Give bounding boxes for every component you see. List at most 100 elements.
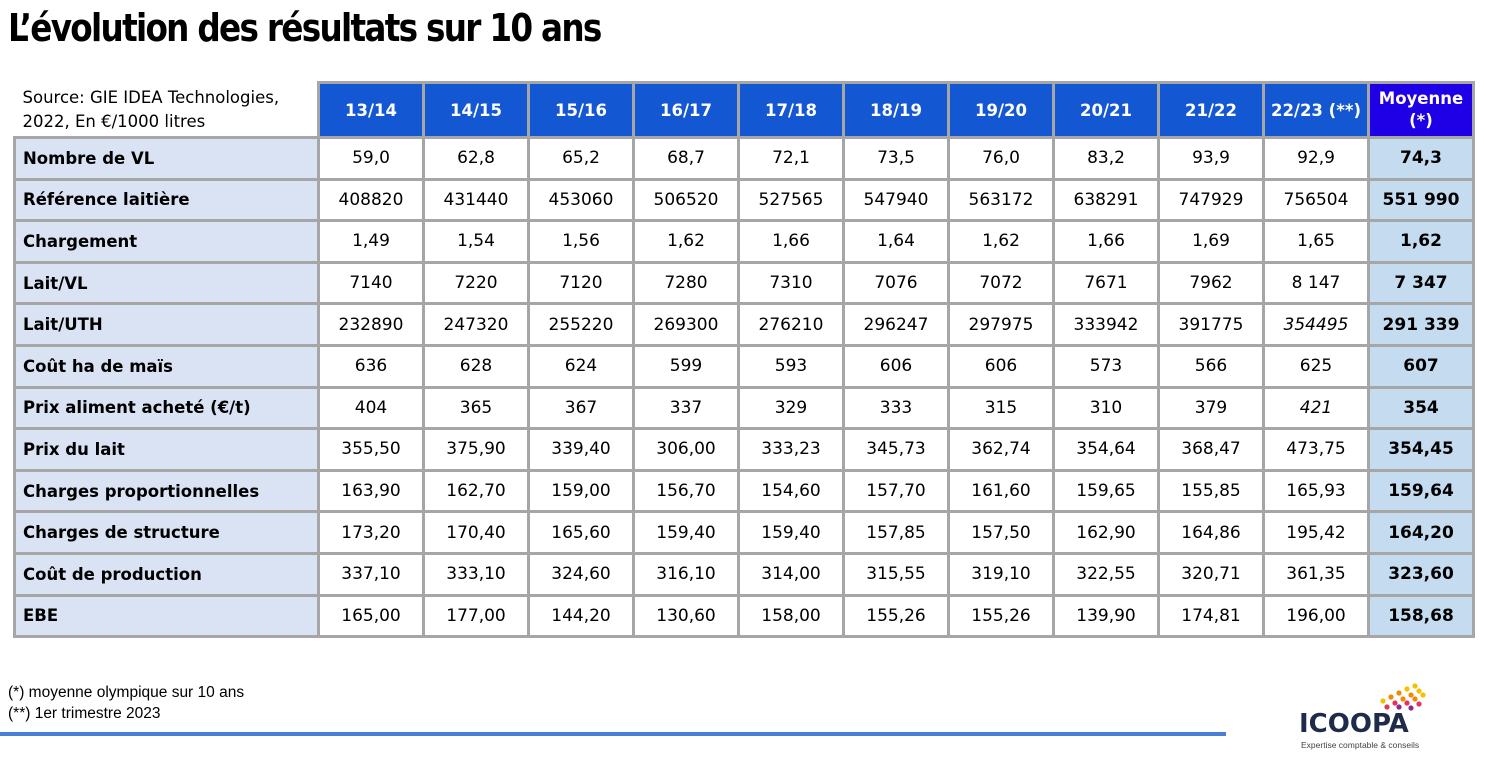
value-cell: 196,00 — [1262, 593, 1370, 639]
value-cell: 72,1 — [737, 136, 845, 181]
logo-dot — [1408, 692, 1414, 698]
value-cell: 155,26 — [947, 593, 1055, 639]
value-cell: 319,10 — [947, 551, 1055, 597]
table-row: Lait/UTH 232890 247320 255220 269300 276210 29… — [13, 302, 1475, 347]
value-cell: 314,00 — [737, 551, 845, 597]
value-cell: 161,60 — [947, 468, 1055, 514]
value-cell: 83,2 — [1052, 136, 1160, 181]
value-cell: 337,10 — [317, 551, 425, 597]
average-cell: 159,64 — [1367, 468, 1475, 514]
value-cell: 255220 — [527, 302, 635, 347]
value-cell: 130,60 — [632, 593, 740, 639]
logo-dot — [1380, 698, 1386, 704]
logo-dot — [1404, 686, 1410, 692]
footnote-average: (*) moyenne olympique sur 10 ans — [8, 684, 245, 701]
value-cell: 306,00 — [632, 427, 740, 472]
row-label: Prix du lait — [13, 427, 320, 472]
footer-divider — [0, 732, 1226, 736]
row-label: Coût ha de maïs — [13, 343, 320, 389]
year-header: 22/23 (**) — [1262, 81, 1370, 139]
value-cell: 354,64 — [1052, 427, 1160, 472]
year-header: 19/20 — [947, 81, 1055, 139]
table-row: Lait/VL 7140 7220 7120 7280 7310 7076 7072 7671 7… — [13, 260, 1475, 306]
value-cell: 379 — [1157, 385, 1265, 431]
value-cell: 232890 — [317, 302, 425, 347]
average-cell: 354 — [1367, 385, 1475, 431]
value-cell: 157,85 — [842, 510, 950, 555]
value-cell: 333,10 — [422, 551, 530, 597]
logo-dot — [1412, 683, 1418, 689]
value-cell: 1,65 — [1262, 219, 1370, 264]
value-cell: 322,55 — [1052, 551, 1160, 597]
value-cell: 1,56 — [527, 219, 635, 264]
value-cell: 1,62 — [947, 219, 1055, 264]
logo-dot — [1388, 694, 1394, 700]
logo-dot — [1412, 696, 1418, 702]
value-cell: 139,90 — [1052, 593, 1160, 639]
value-cell: 157,50 — [947, 510, 1055, 555]
year-header: 17/18 — [737, 81, 845, 139]
year-header: 18/19 — [842, 81, 950, 139]
value-cell: 593 — [737, 343, 845, 389]
value-cell: 404 — [317, 385, 425, 431]
value-cell: 375,90 — [422, 427, 530, 472]
row-label: Lait/VL — [13, 260, 320, 306]
value-cell: 431440 — [422, 177, 530, 223]
table-row: Coût de production 337,10 333,10 324,60 316,… — [13, 551, 1475, 597]
value-cell: 339,40 — [527, 427, 635, 472]
logo-dot — [1416, 701, 1422, 707]
value-cell: 7220 — [422, 260, 530, 306]
average-cell: 551 990 — [1367, 177, 1475, 223]
value-cell: 310 — [1052, 385, 1160, 431]
value-cell: 7962 — [1157, 260, 1265, 306]
value-cell: 315 — [947, 385, 1055, 431]
average-cell: 291 339 — [1367, 302, 1475, 347]
value-cell: 1,49 — [317, 219, 425, 264]
value-cell: 324,60 — [527, 551, 635, 597]
logo-dot — [1408, 705, 1414, 711]
average-header-line-1: Moyenne — [1378, 89, 1464, 108]
source-note: Source: GIE IDEA Technologies, 2022, En … — [14, 82, 319, 139]
value-cell: 93,9 — [1157, 136, 1265, 181]
value-cell: 345,73 — [842, 427, 950, 472]
value-cell: 1,66 — [1052, 219, 1160, 264]
results-table: Source: GIE IDEA Technologies, 2022, En … — [13, 81, 1475, 639]
value-cell: 173,20 — [317, 510, 425, 555]
logo-dot — [1400, 696, 1406, 702]
average-cell: 1,62 — [1367, 219, 1475, 264]
value-cell: 355,50 — [317, 427, 425, 472]
value-cell: 7140 — [317, 260, 425, 306]
value-cell: 1,64 — [842, 219, 950, 264]
value-cell: 473,75 — [1262, 427, 1370, 472]
value-cell: 333,23 — [737, 427, 845, 472]
footnotes: (*) moyenne olympique sur 10 ans (**) 1e… — [8, 682, 244, 724]
value-cell: 547940 — [842, 177, 950, 223]
value-cell: 59,0 — [317, 136, 425, 181]
value-cell: 7076 — [842, 260, 950, 306]
table-row: Chargement 1,49 1,54 1,56 1,62 1,66 1,64 1,62 1,… — [13, 219, 1475, 264]
table-row: Coût ha de maïs 636 628 624 599 593 606 606 573 5… — [13, 343, 1475, 389]
value-cell: 747929 — [1157, 177, 1265, 223]
value-cell: 1,69 — [1157, 219, 1265, 264]
value-cell: 73,5 — [842, 136, 950, 181]
value-cell: 92,9 — [1262, 136, 1370, 181]
year-header: 20/21 — [1052, 81, 1160, 139]
value-cell: 165,60 — [527, 510, 635, 555]
average-cell: 354,45 — [1367, 427, 1475, 472]
logo-dot — [1396, 690, 1402, 696]
value-cell: 269300 — [632, 302, 740, 347]
table-row: Prix aliment acheté (€/t) 404 365 367 337 329… — [13, 385, 1475, 431]
value-cell: 76,0 — [947, 136, 1055, 181]
logo-dot — [1396, 704, 1402, 710]
value-cell: 155,26 — [842, 593, 950, 639]
logo-dot — [1404, 700, 1410, 706]
page-title: L’évolution des résultats sur 10 ans — [8, 6, 602, 50]
table-row: EBE 165,00 177,00 144,20 130,60 158,00 155,26 1… — [13, 593, 1475, 639]
value-cell: 158,00 — [737, 593, 845, 639]
value-cell: 333 — [842, 385, 950, 431]
value-cell: 315,55 — [842, 551, 950, 597]
value-cell: 7310 — [737, 260, 845, 306]
average-cell: 74,3 — [1367, 136, 1475, 181]
row-label: Chargement — [13, 219, 320, 264]
logo-tagline: Expertise comptable & conseils — [1301, 740, 1420, 750]
